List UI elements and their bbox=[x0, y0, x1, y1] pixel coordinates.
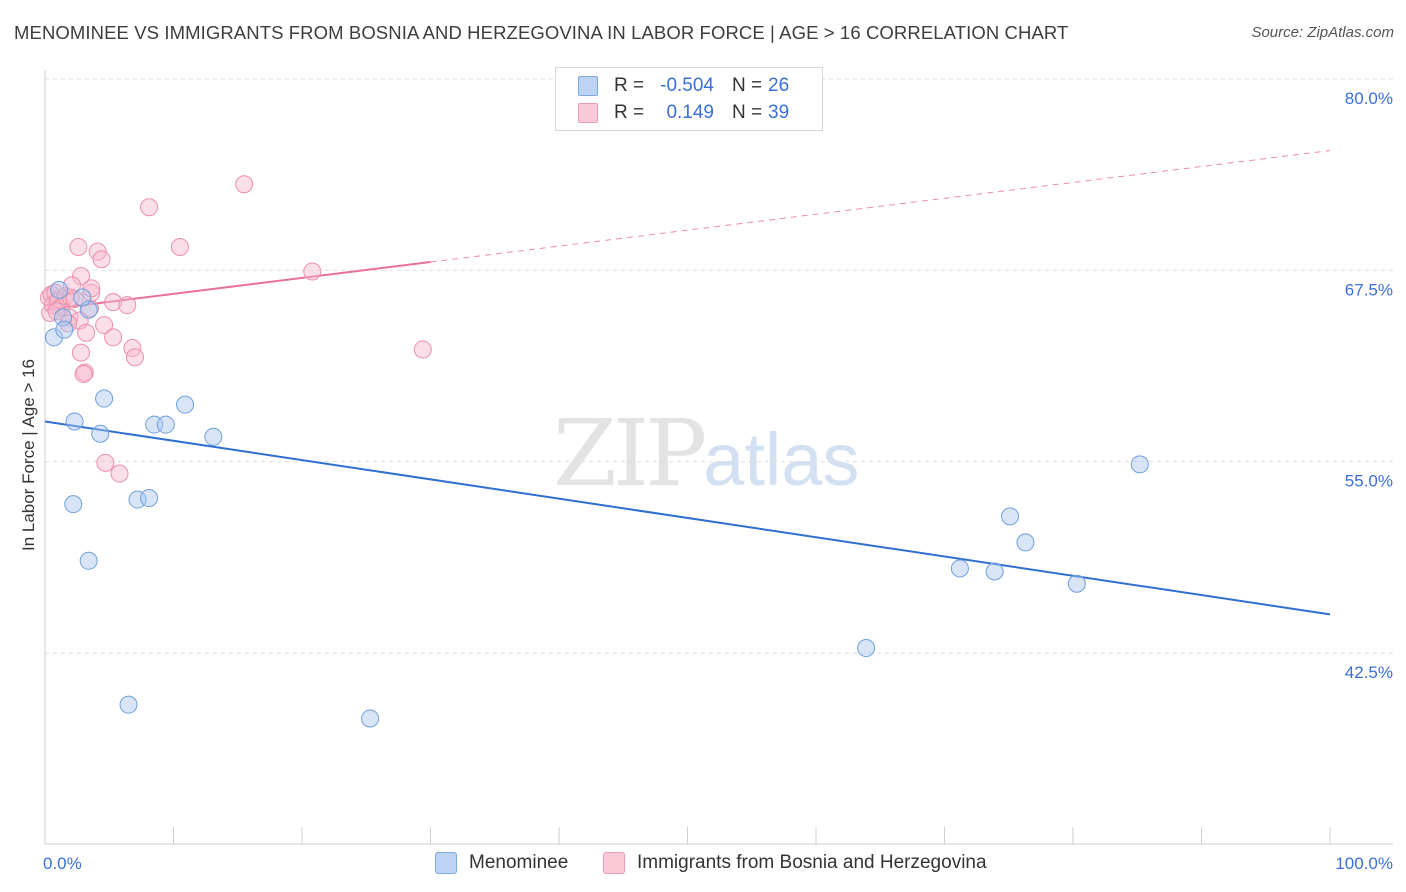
menominee-point bbox=[1130, 455, 1149, 474]
menominee-point bbox=[1001, 507, 1020, 526]
y-tick-label: 42.5% bbox=[1345, 663, 1393, 682]
menominee-point bbox=[91, 424, 110, 443]
menominee-point bbox=[79, 551, 98, 570]
bosnia-point bbox=[118, 296, 137, 315]
label-layer: 80.0% 67.5% 55.0% 42.5% 0.0% 100.0% In Labor F… bbox=[19, 89, 1393, 873]
menominee-point bbox=[128, 490, 147, 509]
bosnia-point bbox=[92, 250, 111, 269]
bosnia-point bbox=[77, 323, 96, 342]
stats-legend-row-menominee: R = -0.504 N = 26 bbox=[578, 73, 789, 99]
bosnia-point bbox=[71, 343, 90, 362]
x-tick-label-left: 0.0% bbox=[43, 854, 82, 873]
bosnia-point bbox=[303, 262, 322, 281]
stats-legend: R = -0.504 N = 26 R = 0.149 N = 39 bbox=[555, 67, 823, 131]
bosnia-point bbox=[235, 175, 254, 194]
n-label: N = bbox=[732, 75, 763, 96]
bosnia-point bbox=[110, 464, 129, 483]
bosnia-point bbox=[82, 279, 101, 298]
y-tick-label: 55.0% bbox=[1345, 472, 1393, 491]
bosnia-point bbox=[104, 328, 123, 347]
bosnia-point bbox=[104, 293, 123, 312]
menominee-point bbox=[55, 320, 74, 339]
menominee-point bbox=[65, 412, 84, 431]
grid-layer bbox=[45, 78, 1393, 654]
y-axis-label: In Labor Force | Age > 16 bbox=[19, 359, 38, 551]
n-value: 39 bbox=[768, 102, 790, 123]
bosnia-point bbox=[74, 365, 93, 384]
menominee-point bbox=[50, 280, 69, 299]
menominee-point bbox=[361, 709, 380, 728]
menominee-point bbox=[64, 495, 83, 514]
n-value: 26 bbox=[768, 75, 790, 96]
bosnia-point bbox=[95, 316, 114, 335]
r-label: R = bbox=[614, 102, 645, 123]
bosnia-point bbox=[125, 348, 144, 367]
legend-label-bosnia: Immigrants from Bosnia and Herzegovina bbox=[637, 852, 987, 873]
series-legend: Menominee Immigrants from Bosnia and Her… bbox=[0, 852, 1406, 878]
r-label: R = bbox=[614, 75, 645, 96]
menominee-point bbox=[140, 489, 159, 508]
legend-label-menominee: Menominee bbox=[469, 852, 569, 873]
menominee-swatch bbox=[578, 76, 598, 96]
n-label: N = bbox=[732, 102, 763, 123]
y-tick-label: 67.5% bbox=[1345, 280, 1393, 299]
menominee-trend-line bbox=[44, 420, 1331, 616]
legend-item-menominee: Menominee bbox=[435, 852, 568, 874]
bosnia-point bbox=[71, 267, 90, 286]
menominee-point bbox=[1067, 574, 1086, 593]
point-layer bbox=[39, 175, 1149, 728]
menominee-point bbox=[950, 559, 969, 578]
bosnia-point bbox=[140, 198, 159, 217]
bosnia-point bbox=[65, 290, 84, 309]
menominee-point bbox=[204, 427, 223, 446]
r-value: 0.149 bbox=[666, 102, 714, 123]
stats-legend-row-bosnia: R = 0.149 N = 39 bbox=[578, 100, 789, 126]
menominee-legend-swatch bbox=[435, 852, 457, 874]
bosnia-point bbox=[96, 453, 115, 472]
bosnia-trend-line-dashed bbox=[430, 150, 1331, 263]
bosnia-trend-line-solid bbox=[44, 261, 431, 311]
bosnia-point bbox=[170, 238, 189, 257]
menominee-point bbox=[985, 562, 1004, 581]
bosnia-legend-swatch bbox=[603, 852, 625, 874]
menominee-point bbox=[156, 415, 175, 434]
trend-layer bbox=[44, 150, 1331, 616]
chart-title: MENOMINEE VS IMMIGRANTS FROM BOSNIA AND … bbox=[14, 22, 1069, 43]
legend-item-bosnia: Immigrants from Bosnia and Herzegovina bbox=[603, 852, 987, 874]
axis-layer bbox=[44, 70, 1393, 845]
menominee-point bbox=[95, 389, 114, 408]
menominee-point bbox=[44, 328, 63, 347]
menominee-point bbox=[857, 639, 876, 658]
bosnia-swatch bbox=[578, 103, 598, 123]
bosnia-point bbox=[413, 340, 432, 359]
source-label: Source: ZipAtlas.com bbox=[1251, 24, 1394, 41]
y-tick-label: 80.0% bbox=[1345, 89, 1393, 108]
menominee-point bbox=[73, 288, 92, 307]
r-value: -0.504 bbox=[660, 75, 714, 96]
x-tick-label-right: 100.0% bbox=[1335, 854, 1393, 873]
menominee-point bbox=[119, 695, 138, 714]
bosnia-point bbox=[69, 238, 88, 257]
menominee-point bbox=[1016, 533, 1035, 552]
menominee-point bbox=[176, 395, 195, 414]
